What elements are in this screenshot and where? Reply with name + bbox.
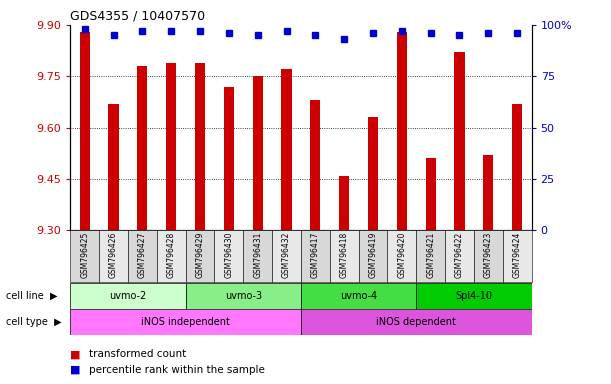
Text: uvmo-4: uvmo-4: [340, 291, 377, 301]
Bar: [70, 230, 99, 282]
Bar: [70, 283, 186, 309]
Bar: [301, 309, 532, 335]
Bar: [512, 104, 522, 230]
Text: cell type  ▶: cell type ▶: [6, 317, 62, 327]
Text: GSM796423: GSM796423: [484, 232, 493, 278]
Text: GSM796419: GSM796419: [368, 232, 378, 278]
Bar: [243, 230, 272, 282]
Bar: [301, 230, 330, 282]
Text: GSM796425: GSM796425: [80, 232, 89, 278]
Text: uvmo-3: uvmo-3: [225, 291, 262, 301]
Bar: [137, 66, 147, 230]
Bar: [301, 283, 416, 309]
Text: GDS4355 / 10407570: GDS4355 / 10407570: [70, 9, 205, 22]
Bar: [474, 230, 503, 282]
Bar: [252, 76, 263, 230]
Text: GSM796431: GSM796431: [253, 232, 262, 278]
Bar: [214, 230, 243, 282]
Bar: [387, 230, 416, 282]
Bar: [483, 155, 493, 230]
Text: GSM796426: GSM796426: [109, 232, 118, 278]
Bar: [397, 32, 407, 230]
Text: uvmo-2: uvmo-2: [109, 291, 147, 301]
Bar: [339, 175, 349, 230]
Bar: [157, 230, 186, 282]
Text: GSM796422: GSM796422: [455, 232, 464, 278]
Bar: [310, 100, 320, 230]
Bar: [445, 230, 474, 282]
Text: GSM796418: GSM796418: [340, 232, 349, 278]
Text: GSM796424: GSM796424: [513, 232, 522, 278]
Text: percentile rank within the sample: percentile rank within the sample: [89, 365, 265, 375]
Bar: [416, 230, 445, 282]
Bar: [186, 283, 301, 309]
Bar: [330, 230, 359, 282]
Bar: [128, 230, 157, 282]
Bar: [455, 52, 464, 230]
Bar: [272, 230, 301, 282]
Bar: [426, 159, 436, 230]
Bar: [416, 283, 532, 309]
Bar: [282, 70, 291, 230]
Bar: [503, 230, 532, 282]
Bar: [166, 63, 176, 230]
Bar: [359, 230, 387, 282]
Text: cell line  ▶: cell line ▶: [6, 291, 57, 301]
Text: ■: ■: [70, 365, 81, 375]
Text: GSM796420: GSM796420: [397, 232, 406, 278]
Bar: [368, 118, 378, 230]
Bar: [224, 87, 234, 230]
Text: iNOS dependent: iNOS dependent: [376, 317, 456, 327]
Bar: [186, 230, 214, 282]
Text: GSM796428: GSM796428: [167, 232, 176, 278]
Text: Spl4-10: Spl4-10: [455, 291, 492, 301]
Bar: [79, 32, 90, 230]
Text: GSM796421: GSM796421: [426, 232, 435, 278]
Bar: [99, 230, 128, 282]
Bar: [109, 104, 119, 230]
Bar: [195, 63, 205, 230]
Text: ■: ■: [70, 349, 81, 359]
Text: transformed count: transformed count: [89, 349, 186, 359]
Text: GSM796429: GSM796429: [196, 232, 205, 278]
Bar: [70, 309, 301, 335]
Text: GSM796432: GSM796432: [282, 232, 291, 278]
Text: GSM796427: GSM796427: [138, 232, 147, 278]
Text: iNOS independent: iNOS independent: [141, 317, 230, 327]
Text: GSM796430: GSM796430: [224, 232, 233, 278]
Text: GSM796417: GSM796417: [311, 232, 320, 278]
